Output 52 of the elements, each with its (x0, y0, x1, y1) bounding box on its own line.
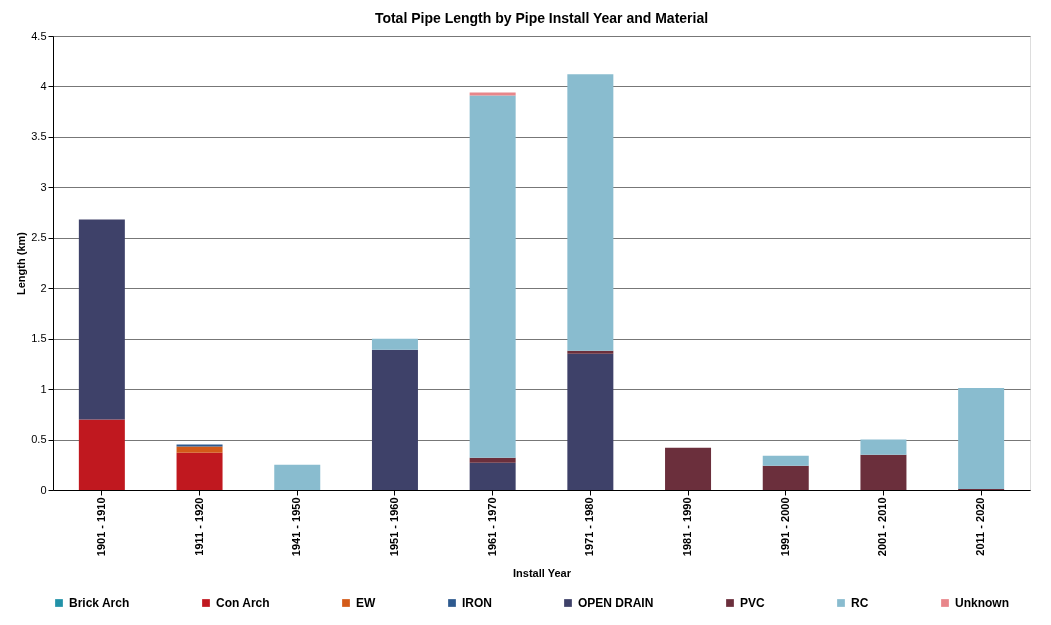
bar (958, 388, 1005, 489)
y-axis-title: Length (km) (15, 231, 28, 295)
legend-label: Con Arch (216, 596, 270, 610)
bar (860, 439, 907, 455)
bar (469, 92, 516, 96)
x-tick-label: 1991 - 2000 (778, 497, 791, 557)
x-tick-label: 1911 - 1920 (192, 497, 205, 556)
legend-label: OPEN DRAIN (578, 596, 654, 610)
x-tick-label: 2001 - 2010 (876, 497, 889, 557)
x-tick-label: 2011 - 2020 (974, 497, 987, 556)
y-tick-label: 1 (40, 382, 47, 395)
y-tick-label: 3 (40, 180, 47, 193)
bar (762, 455, 809, 466)
bar (176, 452, 223, 490)
bar (469, 462, 516, 490)
bar (469, 457, 516, 463)
bar (371, 338, 418, 350)
bar (176, 446, 223, 453)
bar (274, 464, 321, 490)
bar (665, 447, 712, 490)
bar (762, 465, 809, 490)
y-tick-label: 0.5 (31, 433, 47, 446)
y-tick-label: 0 (40, 483, 47, 496)
bar (567, 350, 614, 354)
x-tick-label: 1981 - 1990 (681, 497, 694, 557)
y-tick-label: 4.5 (31, 29, 47, 42)
x-tick-label: 1961 - 1970 (485, 497, 498, 557)
bar (567, 74, 614, 351)
legend-label: RC (851, 596, 869, 610)
bar (78, 219, 125, 420)
y-tick-label: 3.5 (31, 130, 47, 143)
legend-label: Unknown (955, 596, 1009, 610)
y-tick-label: 1.5 (31, 332, 47, 345)
y-tick-label: 4 (40, 79, 47, 92)
x-tick-label: 1971 - 1980 (583, 497, 596, 557)
legend-label: PVC (740, 596, 766, 610)
bar (469, 95, 516, 458)
x-axis-title: Install Year (513, 567, 572, 580)
bar (371, 349, 418, 490)
x-tick-label: 1951 - 1960 (387, 497, 400, 557)
y-tick-label: 2 (40, 281, 47, 294)
legend-label: Brick Arch (69, 596, 130, 610)
bar (567, 353, 614, 490)
chart-title: Total Pipe Length by Pipe Install Year and Material (374, 10, 709, 26)
x-tick-label: 1901 - 1910 (94, 497, 107, 557)
bar (78, 419, 125, 490)
legend-label: EW (356, 596, 376, 610)
y-tick-label: 2.5 (31, 231, 47, 244)
legend-label: IRON (462, 596, 492, 610)
x-tick-label: 1941 - 1950 (290, 497, 303, 557)
bar (176, 444, 223, 447)
bar (860, 454, 907, 490)
